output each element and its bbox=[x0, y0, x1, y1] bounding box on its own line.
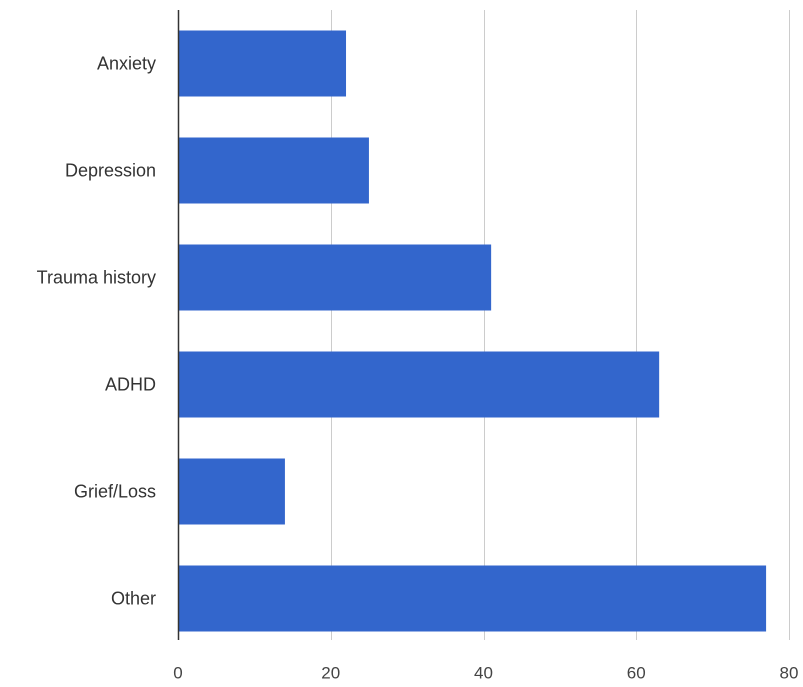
x-tick-labels: 0 20 40 60 80 bbox=[173, 664, 798, 683]
category-label: Anxiety bbox=[97, 54, 156, 74]
category-label: Depression bbox=[65, 161, 156, 181]
category-label: ADHD bbox=[105, 375, 156, 395]
bars bbox=[178, 30, 767, 632]
x-tick-label: 40 bbox=[474, 664, 493, 683]
category-label: Trauma history bbox=[37, 268, 156, 288]
x-tick-label: 80 bbox=[780, 664, 799, 683]
x-tick-label: 20 bbox=[321, 664, 340, 683]
bar-depression[interactable] bbox=[178, 137, 369, 204]
bar-other[interactable] bbox=[178, 565, 767, 632]
bar-grief-loss[interactable] bbox=[178, 458, 285, 525]
gridlines bbox=[331, 10, 790, 640]
x-tick-label: 0 bbox=[173, 664, 182, 683]
x-tick-label: 60 bbox=[627, 664, 646, 683]
category-labels: Anxiety Depression Trauma history ADHD Grief… bbox=[37, 54, 156, 609]
category-label: Other bbox=[111, 589, 156, 609]
bar-trauma-history[interactable] bbox=[178, 244, 492, 311]
bar-adhd[interactable] bbox=[178, 351, 660, 418]
category-label: Grief/Loss bbox=[74, 482, 156, 502]
bar-anxiety[interactable] bbox=[178, 30, 347, 97]
